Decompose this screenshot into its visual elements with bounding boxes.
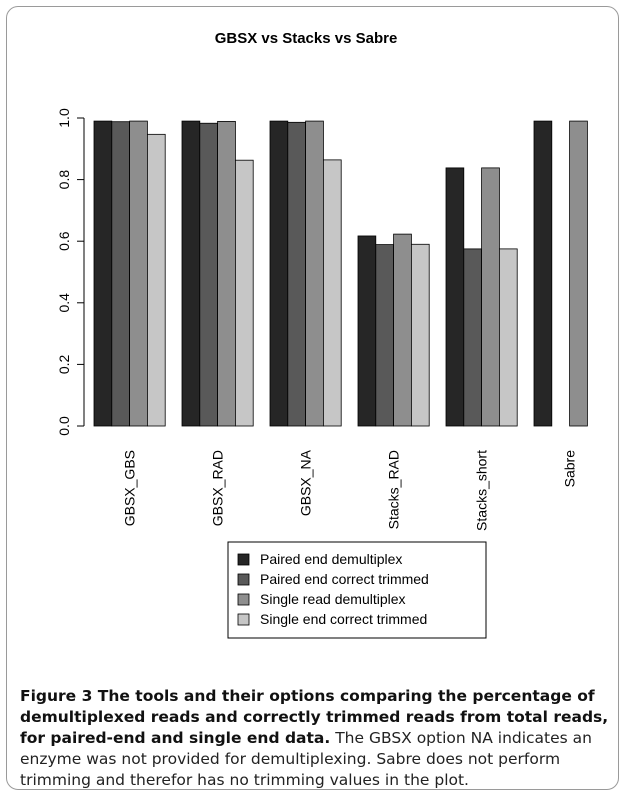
- y-tick-label: 1.0: [56, 108, 72, 128]
- legend: Paired end demultiplex Paired end correct…: [227, 541, 487, 639]
- bar-gbsx-gbs-s2: [111, 121, 131, 427]
- bar-gbsx-gbs-s1: [93, 120, 113, 427]
- x-tick-label: GBSX_NA: [298, 449, 314, 516]
- figure-caption: Figure 3 The tools and their options com…: [20, 686, 616, 791]
- bar-gbsx-rad-s2: [199, 122, 219, 427]
- y-axis: 0.0 0.2 0.4 0.6 0.8 1.0: [56, 108, 85, 436]
- chart-title: GBSX vs Stacks vs Sabre: [215, 30, 398, 47]
- y-tick-label: 0.6: [56, 231, 72, 251]
- bar-stacks-rad-s1: [357, 235, 377, 427]
- x-tick-label: GBSX_GBS: [122, 450, 138, 526]
- bar-gbsx-na-s4: [322, 159, 342, 427]
- bar-gbsx-na-s3: [305, 120, 324, 427]
- x-axis-labels: GBSX_GBS GBSX_RAD GBSX_NA Stacks_RAD Stacks_…: [122, 449, 578, 531]
- bar-gbsx-gbs-s4: [146, 133, 166, 427]
- y-tick-label: 0.2: [56, 354, 72, 374]
- bar-stacks-short-s2: [463, 248, 482, 427]
- bar-chart: GBSX vs Stacks vs Sabre 0.0 0.2 0.4 0.6 0.8 1…: [56, 30, 588, 639]
- x-tick-label: Stacks_short: [474, 450, 490, 531]
- bar-gbsx-gbs-s3: [129, 120, 148, 427]
- legend-swatch: [237, 613, 250, 626]
- legend-label: Paired end demultiplex: [260, 551, 402, 567]
- legend-swatch: [237, 573, 250, 586]
- caption-body: The GBSX option NA indicates an enzyme w…: [20, 729, 592, 789]
- bar-gbsx-na-s2: [287, 121, 306, 427]
- bar-stacks-rad-s4: [410, 243, 430, 427]
- caption-title: Figure 3 The tools and their options com…: [20, 687, 609, 747]
- bar-stacks-short-s3: [481, 167, 500, 427]
- y-tick-label: 0.0: [56, 416, 72, 436]
- legend-swatch: [237, 593, 250, 606]
- bar-stacks-rad-s2: [375, 244, 394, 427]
- bar-sabre-s3: [569, 120, 588, 427]
- bar-stacks-short-s1: [445, 167, 465, 427]
- legend-label: Single end correct trimmed: [260, 611, 427, 627]
- y-tick-label: 0.8: [56, 170, 72, 190]
- figure-frame: [6, 6, 619, 790]
- bar-gbsx-rad-s4: [234, 159, 254, 427]
- legend-label: Paired end correct trimmed: [260, 571, 429, 587]
- legend-label: Single read demultiplex: [260, 591, 406, 607]
- legend-box: [227, 541, 487, 639]
- x-tick-label: Stacks_RAD: [386, 450, 402, 529]
- bar-gbsx-rad-s1: [181, 120, 201, 427]
- bar-stacks-short-s4: [498, 248, 518, 427]
- y-tick-label: 0.4: [56, 293, 72, 313]
- bar-sabre-s1: [533, 120, 553, 427]
- x-tick-label: GBSX_RAD: [210, 450, 226, 526]
- bar-gbsx-na-s1: [269, 120, 289, 427]
- bar-gbsx-rad-s3: [217, 120, 236, 427]
- legend-swatch: [237, 553, 250, 566]
- bar-stacks-rad-s3: [393, 233, 412, 427]
- bars-group: [93, 120, 588, 427]
- x-tick-label: Sabre: [562, 450, 578, 488]
